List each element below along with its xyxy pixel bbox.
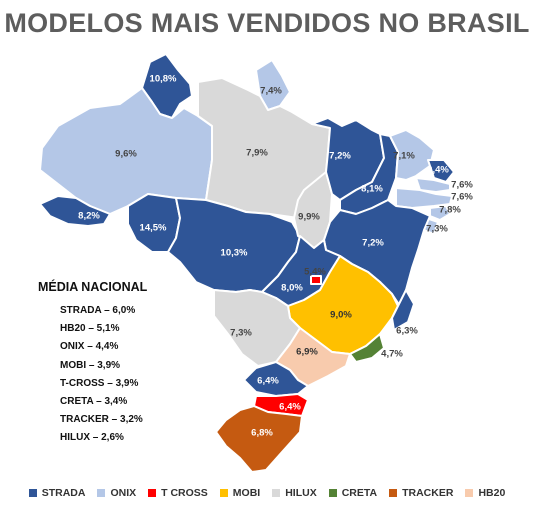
state-share-label-pb: 7,6% <box>451 180 473 191</box>
legend-item: ONIX <box>97 487 136 499</box>
state-share-label-ac: 8,2% <box>78 211 100 222</box>
state-share-label-am: 9,6% <box>115 149 137 160</box>
legend-label: TRACKER <box>402 487 454 499</box>
state-share-label-rr: 10,8% <box>150 74 177 85</box>
state-share-label-pe: 7,6% <box>451 192 473 203</box>
state-share-label-ba: 7,2% <box>362 238 384 249</box>
state-share-label-ap: 7,4% <box>260 86 282 97</box>
national-average-item: T-CROSS – 3,9% <box>60 377 139 389</box>
state-share-label-mg: 9,0% <box>330 310 352 321</box>
legend-swatch <box>389 489 398 497</box>
state-share-label-sp: 6,9% <box>296 347 318 358</box>
legend-swatch <box>28 489 37 497</box>
state-share-label-pi: 8,1% <box>361 184 383 195</box>
legend-item: MOBI <box>219 487 261 499</box>
national-average-item: STRADA – 6,0% <box>60 305 136 316</box>
state-region-es <box>391 289 415 331</box>
legend-item: HILUX <box>272 487 317 499</box>
legend-item: T CROSS <box>148 487 208 499</box>
state-share-label-df: 5,4% <box>304 267 326 278</box>
state-share-label-al: 7,8% <box>439 205 461 216</box>
legend-label: HB20 <box>478 487 506 499</box>
state-share-label-rn: 9,4% <box>427 165 449 176</box>
state-share-label-go: 8,0% <box>281 283 303 294</box>
state-share-label-ms: 7,3% <box>230 328 252 339</box>
legend-swatch <box>219 489 228 497</box>
legend-item: STRADA <box>28 487 86 499</box>
state-region-rs <box>215 405 303 473</box>
legend-label: MOBI <box>232 487 261 499</box>
national-average-item: TRACKER – 3,2% <box>60 414 143 426</box>
national-average-item: HB20 – 5,1% <box>60 323 120 335</box>
legend-label: CRETA <box>341 487 378 499</box>
legend-label: STRADA <box>41 487 86 499</box>
state-share-label-ma: 7,2% <box>329 151 351 162</box>
state-region-ac <box>39 195 111 227</box>
state-share-label-pr: 6,4% <box>257 376 279 387</box>
legend-item: CRETA <box>328 487 378 499</box>
state-share-label-rs: 6,8% <box>251 428 273 439</box>
state-share-label-pa: 7,9% <box>246 148 268 159</box>
national-average-item: HILUX – 2,6% <box>60 432 124 444</box>
state-share-label-sc: 6,4% <box>279 402 301 413</box>
state-share-label-mt: 10,3% <box>221 248 248 259</box>
state-share-label-ro: 14,5% <box>140 223 167 234</box>
legend-swatch <box>97 489 106 497</box>
legend-swatch <box>272 489 281 497</box>
state-share-label-ce: 7,1% <box>393 151 415 162</box>
legend-swatch <box>328 489 337 497</box>
national-average-item: MOBI – 3,9% <box>60 359 121 371</box>
national-average-item: CRETA – 3,4% <box>60 395 128 407</box>
legend-label: HILUX <box>285 487 317 499</box>
state-region-pr <box>243 361 309 397</box>
state-share-label-to: 9,9% <box>298 212 320 223</box>
state-region-rn <box>427 159 455 183</box>
legend-swatch <box>148 489 157 497</box>
legend-item: HB20 <box>465 487 505 499</box>
national-average-title: MÉDIA NACIONAL <box>38 280 148 294</box>
state-region-df <box>310 275 322 285</box>
national-average-panel: MÉDIA NACIONAL STRADA – 6,0% HB20 – 5,1%… <box>38 280 147 448</box>
brazil-map: 10,8% 7,4% 9,6% 7,9% 8,2% 14,5% 10,3% 9,9% 7,2% 8… <box>39 53 473 473</box>
state-region-al <box>429 205 451 221</box>
state-region-rj <box>349 333 385 363</box>
state-region-ce <box>389 129 435 181</box>
legend-item: TRACKER <box>389 487 453 499</box>
legend-label: ONIX <box>110 487 137 499</box>
map-title: MODELOS MAIS VENDIDOS NO BRASIL <box>4 8 530 38</box>
legend-label: T CROSS <box>161 487 208 499</box>
state-share-label-es: 6,3% <box>396 326 418 337</box>
national-average-item: ONIX – 4,4% <box>60 341 119 353</box>
map-legend: STRADA ONIX T CROSS MOBI HILUX CRETA TRA… <box>0 487 534 499</box>
legend-swatch <box>465 489 474 497</box>
state-share-label-se: 7,3% <box>426 224 448 235</box>
state-share-label-rj: 4,7% <box>381 349 403 360</box>
